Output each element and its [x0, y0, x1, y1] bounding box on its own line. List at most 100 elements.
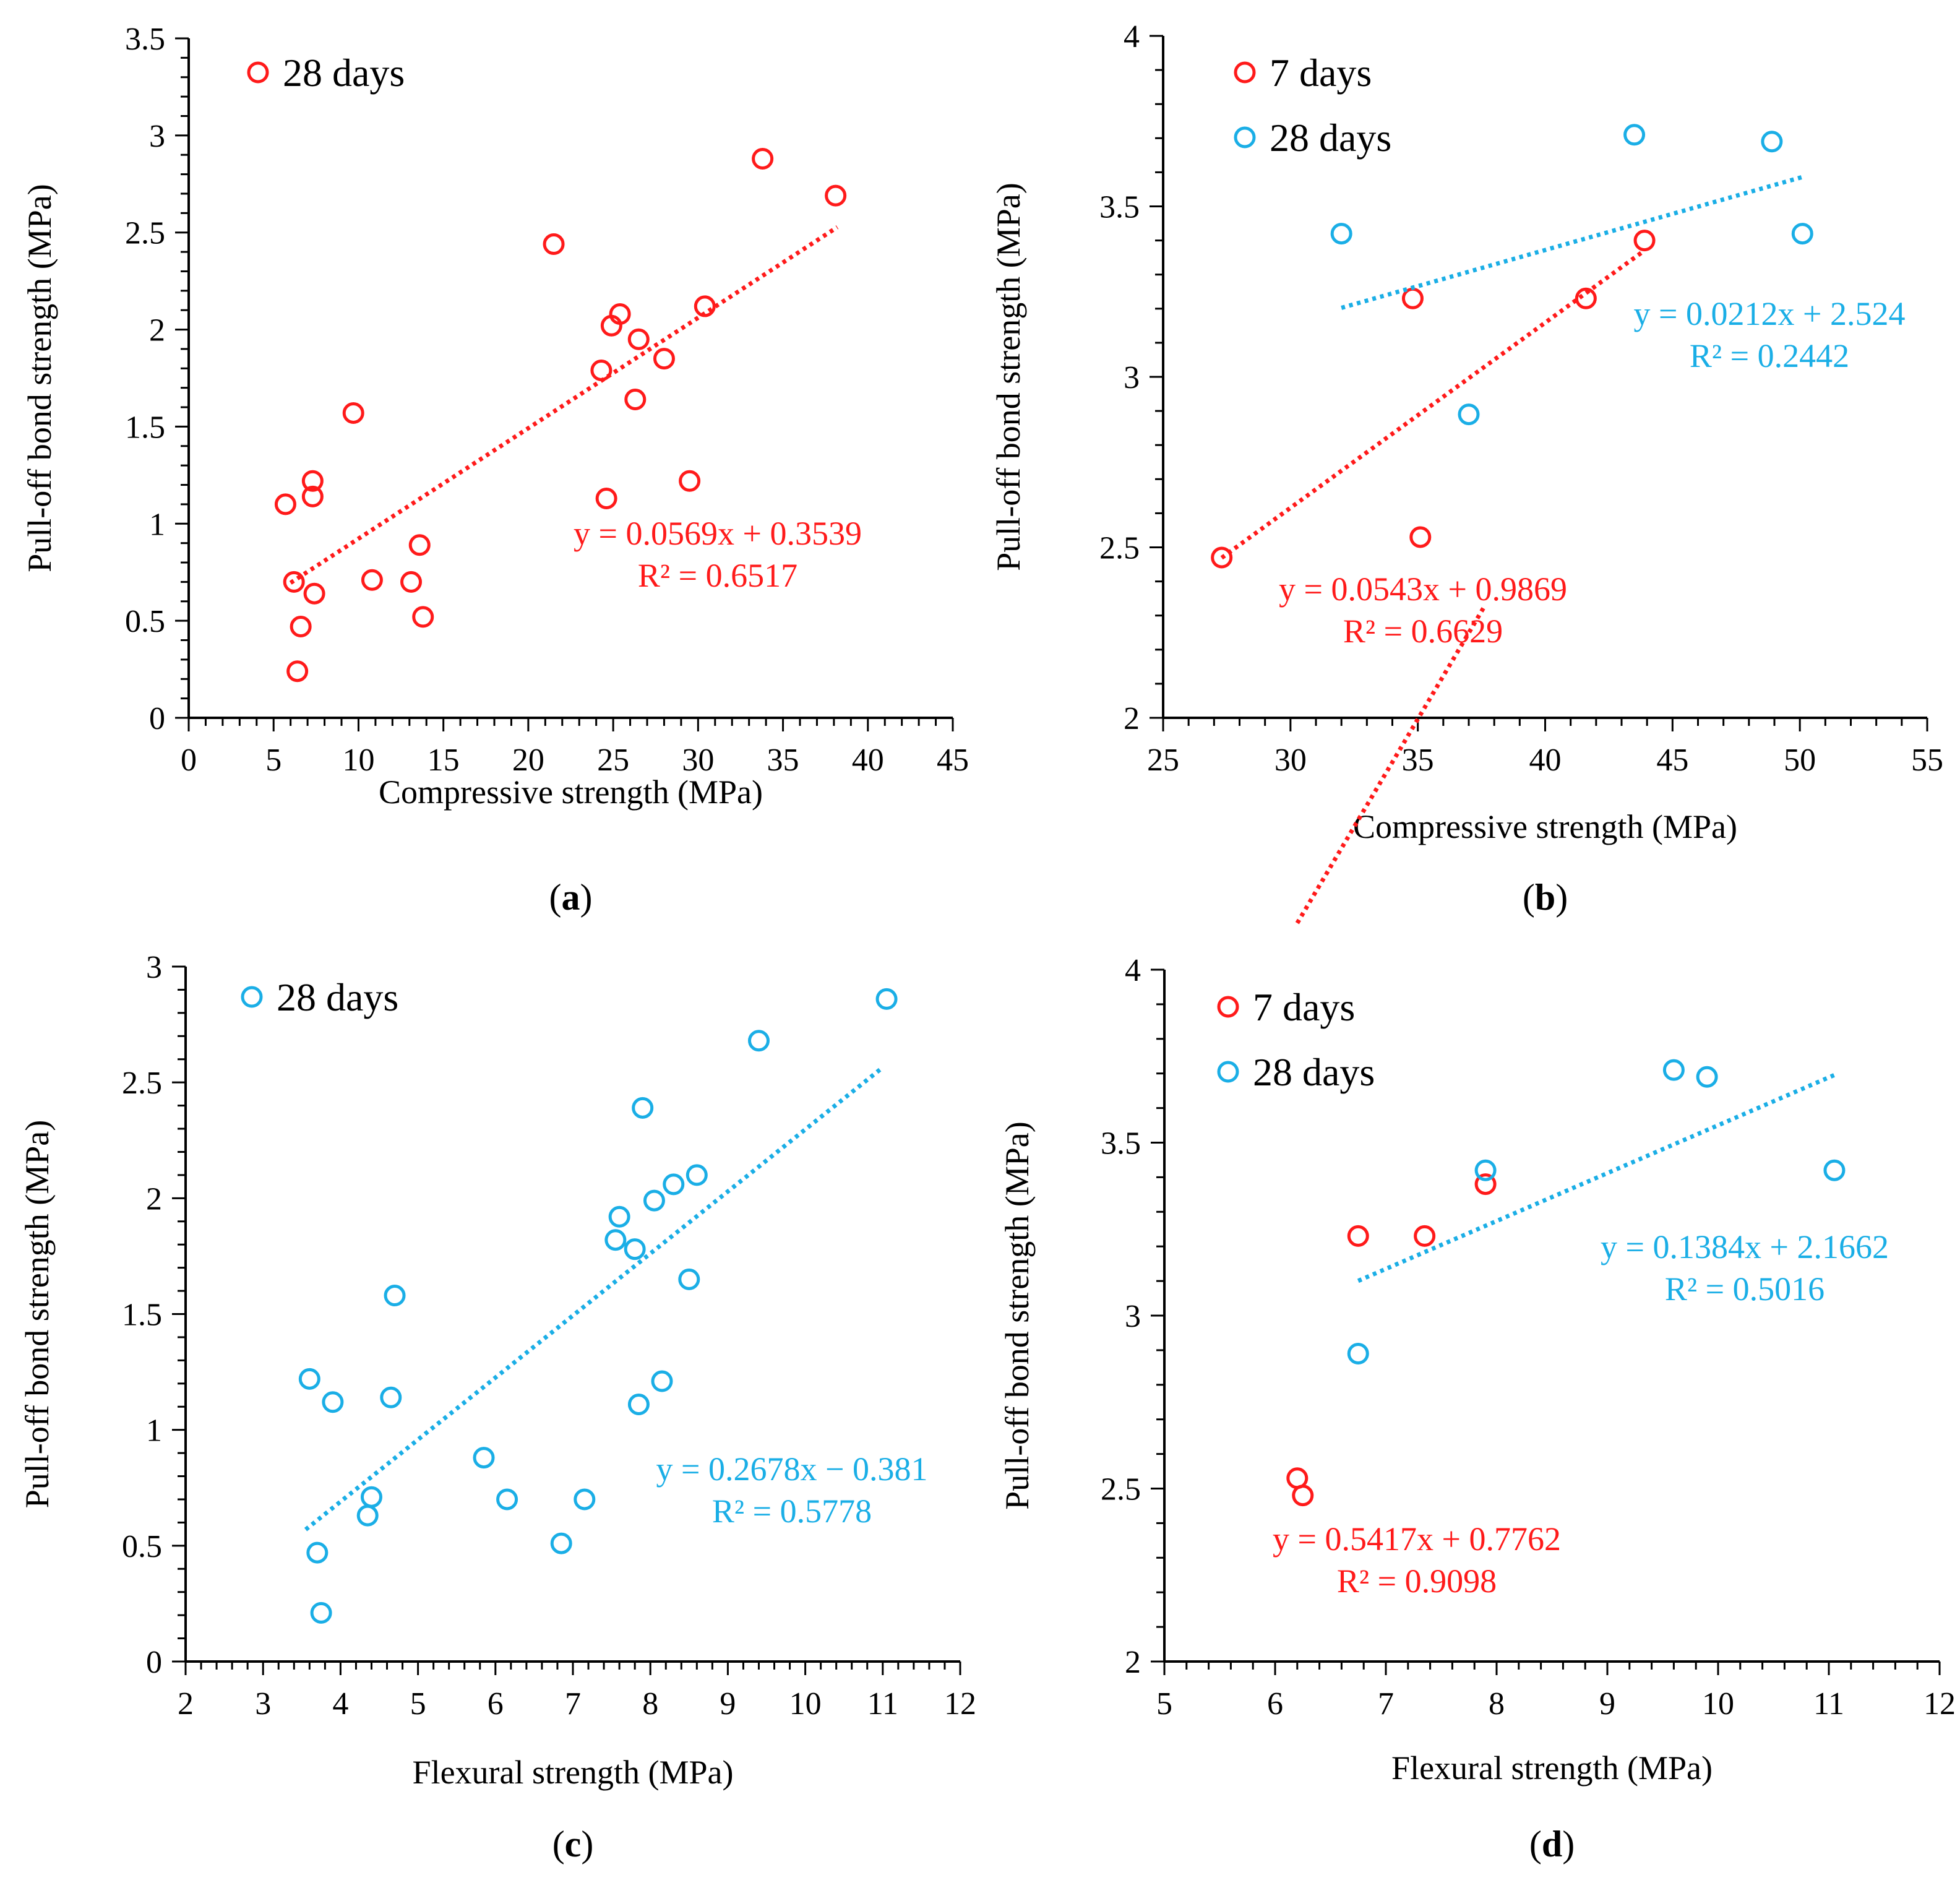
- legend-label: 7 days: [1270, 51, 1372, 95]
- x-tick-label: 20: [512, 743, 544, 778]
- x-tick-label: 6: [488, 1686, 504, 1722]
- data-point-red: [1633, 230, 1656, 252]
- x-tick-label: 12: [944, 1686, 976, 1722]
- x-tick-label: 25: [597, 743, 629, 778]
- y-tick-label: 2: [1125, 1645, 1141, 1680]
- data-point-blue: [1330, 223, 1352, 245]
- trend-equation: y = 0.2678x − 0.381: [656, 1450, 928, 1488]
- data-point-red: [1575, 287, 1597, 309]
- data-point-blue: [678, 1268, 700, 1290]
- trend-r2: R² = 0.5016: [1665, 1270, 1825, 1308]
- x-tick-label: 45: [937, 743, 969, 778]
- trendline-blue: [304, 1066, 884, 1532]
- data-point-blue: [380, 1386, 402, 1408]
- data-point-red: [301, 485, 324, 507]
- trend-r2: R² = 0.6517: [638, 557, 797, 594]
- y-tick-label: 1.5: [122, 1298, 162, 1333]
- y-tick-label: 2.5: [125, 216, 165, 251]
- data-point-blue: [1791, 223, 1813, 245]
- data-point-red: [301, 470, 324, 492]
- x-tick-label: 5: [410, 1686, 426, 1722]
- y-tick-label: 2.5: [122, 1066, 162, 1101]
- data-point-red: [361, 569, 383, 591]
- data-point-blue: [1474, 1159, 1497, 1181]
- y-axis-title: Pull-off bond strength (MPa): [990, 183, 1027, 571]
- legend-label: 28 days: [1270, 116, 1391, 160]
- legend-label: 28 days: [1253, 1050, 1375, 1094]
- legend-marker-blue: [1217, 1061, 1239, 1083]
- data-point-red: [624, 389, 647, 411]
- data-point-blue: [1823, 1159, 1846, 1181]
- data-point-blue: [627, 1393, 650, 1415]
- legend-marker-red: [1234, 61, 1256, 84]
- data-point-blue: [1458, 403, 1480, 426]
- data-point-blue: [686, 1164, 708, 1186]
- y-tick-label: 3: [149, 119, 165, 154]
- data-point-blue: [322, 1391, 344, 1413]
- y-tick-label: 2: [149, 313, 165, 348]
- data-point-blue: [624, 1238, 646, 1261]
- x-axis-title: Flexural strength (MPa): [413, 1754, 734, 1791]
- trend-r2: R² = 0.5778: [712, 1493, 872, 1530]
- x-tick-label: 8: [642, 1686, 658, 1722]
- data-point-red: [627, 328, 650, 350]
- data-point-red: [679, 470, 701, 492]
- x-tick-label: 8: [1489, 1686, 1505, 1722]
- y-axis-title: Pull-off bond strength (MPa): [999, 1121, 1036, 1509]
- panel-label: (a): [549, 877, 593, 918]
- data-point-blue: [298, 1368, 320, 1390]
- panel-c: 2 3 4 5 6 7 8 9 10 11 12 0 0.5 1 1.5 2 2.5 3 Flexural stre…: [19, 950, 976, 1864]
- x-tick-label: 5: [1156, 1686, 1172, 1722]
- data-point-blue: [632, 1097, 654, 1119]
- data-point-blue: [550, 1532, 572, 1554]
- trend-equation: y = 0.0212x + 2.524: [1634, 295, 1906, 332]
- x-tick-label: 40: [1529, 743, 1562, 778]
- x-tick-label: 11: [867, 1686, 898, 1722]
- data-point-red: [694, 295, 716, 317]
- trend-r2: R² = 0.2442: [1690, 337, 1849, 374]
- trend-equation: y = 0.0543x + 0.9869: [1279, 571, 1567, 608]
- panel-label: (c): [552, 1824, 594, 1864]
- x-tick-label: 35: [767, 743, 799, 778]
- x-tick-label: 10: [1702, 1686, 1734, 1722]
- trend-equation: y = 0.0569x + 0.3539: [574, 515, 862, 552]
- data-point-red: [1347, 1225, 1369, 1247]
- legend-label: 28 days: [277, 975, 398, 1019]
- y-axis-title: Pull-off bond strength (MPa): [19, 1120, 56, 1508]
- trendline-red: [1220, 248, 1646, 560]
- x-tick-label: 10: [789, 1686, 822, 1722]
- data-point-red: [1474, 1173, 1497, 1196]
- y-tick-label: 0.5: [125, 604, 165, 639]
- data-point-red: [290, 616, 312, 638]
- panel-a: 0 5 10 15 20 25 30 35 40 45 0 0.5 1 1.5 2 2.5 3 3.5 Compre…: [21, 22, 969, 918]
- y-tick-label: 0: [149, 701, 165, 736]
- y-tick-label: 1: [149, 507, 165, 542]
- data-point-red: [283, 571, 305, 593]
- data-point-blue: [360, 1486, 382, 1508]
- x-tick-label: 7: [565, 1686, 581, 1722]
- data-point-blue: [574, 1488, 596, 1511]
- data-point-blue: [1347, 1342, 1369, 1364]
- trend-equation: y = 0.5417x + 0.7762: [1273, 1520, 1561, 1558]
- data-point-red: [274, 493, 296, 515]
- x-tick-label: 10: [342, 743, 374, 778]
- x-axis-title: Compressive strength (MPa): [1353, 808, 1737, 845]
- y-tick-label: 3.5: [1101, 1126, 1141, 1162]
- x-tick-label: 9: [1599, 1686, 1615, 1722]
- x-tick-label: 4: [332, 1686, 348, 1722]
- data-point-red: [595, 488, 617, 510]
- panel-label: (d): [1529, 1824, 1575, 1864]
- y-tick-label: 4: [1125, 953, 1141, 988]
- x-tick-label: 12: [1923, 1686, 1956, 1722]
- data-point-red: [1292, 1485, 1314, 1507]
- data-point-blue: [663, 1173, 685, 1196]
- x-tick-label: 30: [1274, 743, 1307, 778]
- x-tick-label: 2: [178, 1686, 194, 1722]
- x-tick-label: 35: [1402, 743, 1434, 778]
- data-point-red: [408, 534, 431, 556]
- x-tick-label: 40: [852, 743, 884, 778]
- y-tick-label: 4: [1124, 19, 1140, 54]
- data-point-blue: [1623, 124, 1646, 146]
- data-point-red: [543, 233, 565, 256]
- legend-marker-red: [247, 61, 269, 84]
